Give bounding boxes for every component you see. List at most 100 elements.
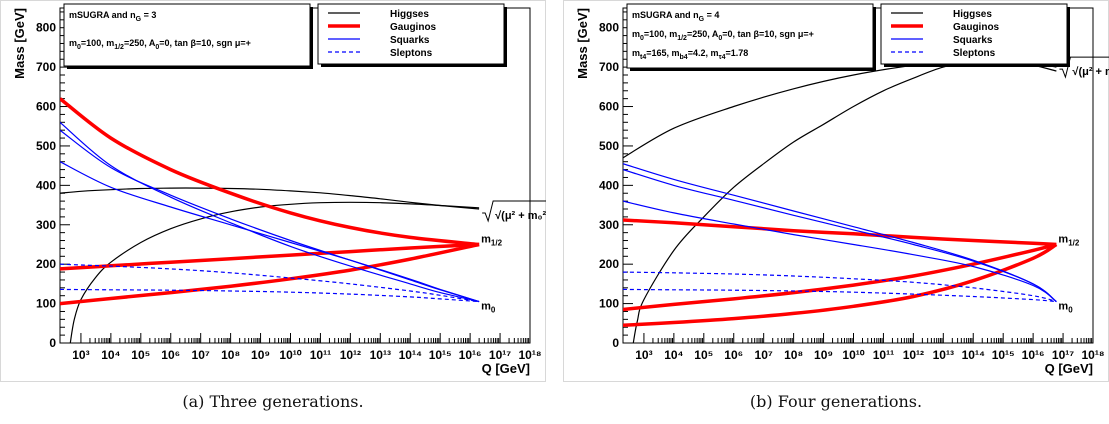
series-group: [60, 97, 480, 343]
y-tick-label: 300: [599, 218, 619, 232]
sqrt-annotation: √(μ² + m₀²): [1072, 66, 1109, 78]
series-slepton-line: [623, 288, 1057, 303]
series-gaugino-line: [60, 242, 480, 306]
y-tick-label: 0: [49, 336, 56, 350]
info-box: [626, 3, 874, 69]
x-tick-label: 10¹¹: [310, 348, 331, 362]
info-box: [63, 3, 311, 67]
info-line-fourth-gen: mt4=165, mb4=4.2, mτ4=1.78: [632, 48, 748, 61]
y-tick-label: 0: [612, 336, 619, 350]
x-tick-label: 10¹⁶: [459, 348, 482, 362]
caption-b: (b) Four generations.: [749, 392, 923, 411]
x-tick-label: 10¹⁰: [842, 348, 864, 362]
chart-panel-a: 0 100 200 300 400 500 600 700 800 10³ 10⁴ 10⁵ 10⁶ 10⁷…: [0, 0, 546, 382]
series-higgs-line: [60, 187, 480, 210]
series-squark-line: [60, 121, 480, 303]
legend-label: Squarks: [953, 35, 993, 46]
y-tick-label: 200: [599, 257, 619, 271]
y-tick-label: 600: [599, 100, 619, 114]
sqrt-annotation: √(μ² + m₀²): [495, 210, 546, 222]
legend-label: Sleptons: [953, 48, 996, 59]
y-tick-label: 800: [599, 21, 619, 35]
chart-svg: 0 100 200 300 400 500 600 700 800 10³ 10⁴ 10⁵ 10⁶ 10⁷…: [563, 0, 1109, 382]
info-line-params: m0=100, m1/2=250, A0=0, tan β=10, sgn μ=…: [632, 29, 814, 42]
x-tick-label: 10⁹: [814, 348, 833, 362]
series-slepton-line: [623, 271, 1057, 303]
x-tick-label: 10⁴: [101, 348, 120, 362]
y-axis-title: Mass [GeV]: [12, 8, 27, 79]
series-gaugino-line: [623, 242, 1057, 312]
x-tick-label: 10¹⁶: [1022, 348, 1045, 362]
y-tick-label: 400: [36, 178, 56, 192]
x-axis-title: Q [GeV]: [482, 361, 530, 376]
legend-label: Higgses: [953, 9, 992, 20]
caption-a: (a) Three generations.: [182, 392, 364, 411]
x-axis-title: Q [GeV]: [1045, 361, 1093, 376]
series-slepton-line: [60, 263, 480, 303]
sqrt-radical: [1059, 56, 1109, 79]
x-tick-label: 10⁷: [192, 348, 210, 362]
m-half-annotation: m1/2: [1058, 234, 1079, 248]
y-tick-label: 100: [36, 297, 56, 311]
x-tick-label: 10¹²: [903, 348, 924, 362]
series-squark-line: [623, 169, 1057, 303]
x-tick-label: 10¹²: [340, 348, 361, 362]
y-tick-label: 200: [36, 257, 56, 271]
x-tick-label: 10¹⁵: [429, 348, 452, 362]
y-axis-title: Mass [GeV]: [575, 8, 590, 79]
series-squark-line: [60, 161, 480, 303]
series-gaugino-line: [60, 97, 480, 247]
sqrt-radical: [482, 200, 546, 223]
x-tick-label: 10¹⁷: [1052, 348, 1074, 362]
y-tick-label: 300: [36, 218, 56, 232]
y-tick-label: 700: [36, 60, 56, 74]
x-tick-label: 10⁵: [694, 348, 713, 362]
x-tick-label: 10¹³: [370, 348, 391, 362]
info-line-model: mSUGRA and nG = 3: [69, 10, 156, 23]
x-tick-label: 10⁵: [131, 348, 150, 362]
m-zero-annotation: m0: [1058, 301, 1073, 315]
y-tick-label: 400: [599, 178, 619, 192]
legend-box: [880, 3, 1068, 65]
x-tick-label: 10¹⁰: [279, 348, 301, 362]
x-tick-label: 10³: [72, 348, 89, 362]
x-tick-label: 10¹⁸: [1081, 348, 1104, 362]
x-tick-label: 10⁴: [664, 348, 683, 362]
y-tick-label: 800: [36, 21, 56, 35]
x-tick-label: 10⁶: [724, 348, 743, 362]
y-tick-label: 700: [599, 60, 619, 74]
legend-label: Gauginos: [390, 22, 437, 33]
x-tick-label: 10⁹: [251, 348, 270, 362]
legend-label: Gauginos: [953, 22, 1000, 33]
x-tick-label: 10¹¹: [873, 348, 894, 362]
y-tick-label: 500: [599, 139, 619, 153]
x-tick-label: 10¹⁵: [992, 348, 1015, 362]
series-squark-line: [623, 200, 1057, 303]
legend-label: Sleptons: [390, 48, 433, 59]
legend-label: Squarks: [390, 35, 430, 46]
series-gaugino-line: [623, 242, 1058, 328]
series-slepton-line: [60, 288, 480, 303]
x-tick-label: 10⁸: [784, 348, 803, 362]
x-tick-label: 10¹⁴: [399, 348, 422, 362]
info-line-model: mSUGRA and nG = 4: [632, 10, 719, 23]
chart-panel-b: 0 100 200 300 400 500 600 700 800 10³ 10⁴ 10⁵ 10⁶ 10⁷…: [563, 0, 1109, 382]
y-tick-label: 600: [36, 100, 56, 114]
x-tick-label: 10⁸: [221, 348, 240, 362]
y-tick-label: 100: [599, 297, 619, 311]
legend-label: Higgses: [390, 9, 429, 20]
x-tick-label: 10¹⁸: [518, 348, 541, 362]
x-tick-label: 10⁷: [755, 348, 773, 362]
x-tick-label: 10³: [635, 348, 652, 362]
series-gaugino-line: [623, 218, 1057, 247]
info-line-params: m0=100, m1/2=250, A0=0, tan β=10, sgn μ=…: [69, 38, 251, 51]
chart-svg: 0 100 200 300 400 500 600 700 800 10³ 10⁴ 10⁵ 10⁶ 10⁷…: [0, 0, 546, 382]
x-tick-label: 10¹⁴: [962, 348, 985, 362]
m-half-annotation: m1/2: [481, 234, 502, 248]
x-tick-label: 10⁶: [161, 348, 180, 362]
x-tick-label: 10¹⁷: [489, 348, 511, 362]
series-higgs-line: [69, 201, 480, 343]
m-zero-annotation: m0: [481, 301, 496, 315]
x-tick-label: 10¹³: [933, 348, 954, 362]
series-gaugino-line: [60, 242, 480, 271]
